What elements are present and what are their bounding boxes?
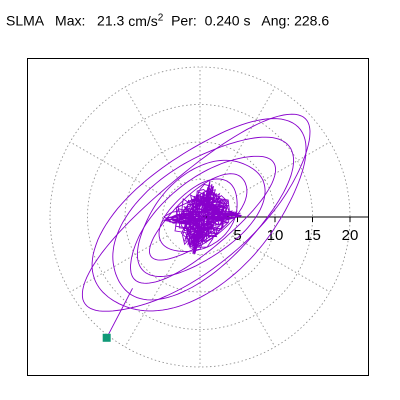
orbit-approach-line [106, 288, 133, 338]
grid-spokes [69, 67, 331, 367]
grid-spoke-330 [232, 235, 331, 293]
grid-spoke-210 [69, 235, 168, 293]
orbit-loop [112, 136, 295, 301]
polar-plot: 5 10 15 20 [49, 66, 368, 368]
max-value: 21.3 [97, 12, 125, 29]
station-code: SLMA [6, 12, 44, 29]
orbit-loop [81, 113, 311, 312]
radial-tick-label: 15 [304, 227, 321, 244]
angle-label: Ang: [261, 12, 291, 29]
orbit-loop [91, 118, 307, 312]
grid-spoke-150 [69, 141, 168, 199]
radial-tick-label: 5 [233, 227, 241, 244]
header-line: SLMA Max: 21.3 cm/s2 Per: 0.240 s Ang: 2… [6, 12, 329, 29]
orbit-center-trace [162, 180, 243, 255]
max-unit-exponent: 2 [157, 12, 164, 23]
max-label: Max: [55, 12, 86, 29]
max-unit-base: cm/s [128, 12, 158, 29]
orbit-group [81, 113, 311, 338]
radial-tick-label: 10 [267, 227, 284, 244]
grid-spoke-120 [124, 86, 182, 185]
grid-spoke-300 [218, 249, 276, 348]
period-label: Per: [171, 12, 197, 29]
orbit-loop [130, 155, 277, 284]
period-value: 0.240 s [204, 12, 251, 29]
radial-tick-label: 20 [342, 227, 359, 244]
orbit-loop [149, 173, 248, 261]
grid-spoke-30 [232, 141, 331, 199]
angle-value: 228.6 [294, 12, 330, 29]
chart-header: SLMA Max: 21.3 cm/s2 Per: 0.240 s Ang: 2… [0, 0, 400, 48]
radial-tick-labels: 5 10 15 20 [233, 217, 358, 244]
grid-spoke-60 [218, 86, 276, 185]
peak-marker [102, 333, 111, 342]
orbit-loop [136, 159, 266, 277]
max-unit: cm/s2 [128, 12, 164, 29]
orbit-loop [158, 178, 238, 252]
plot-frame: 5 10 15 20 [27, 58, 369, 376]
grid-spoke-240 [124, 249, 182, 348]
